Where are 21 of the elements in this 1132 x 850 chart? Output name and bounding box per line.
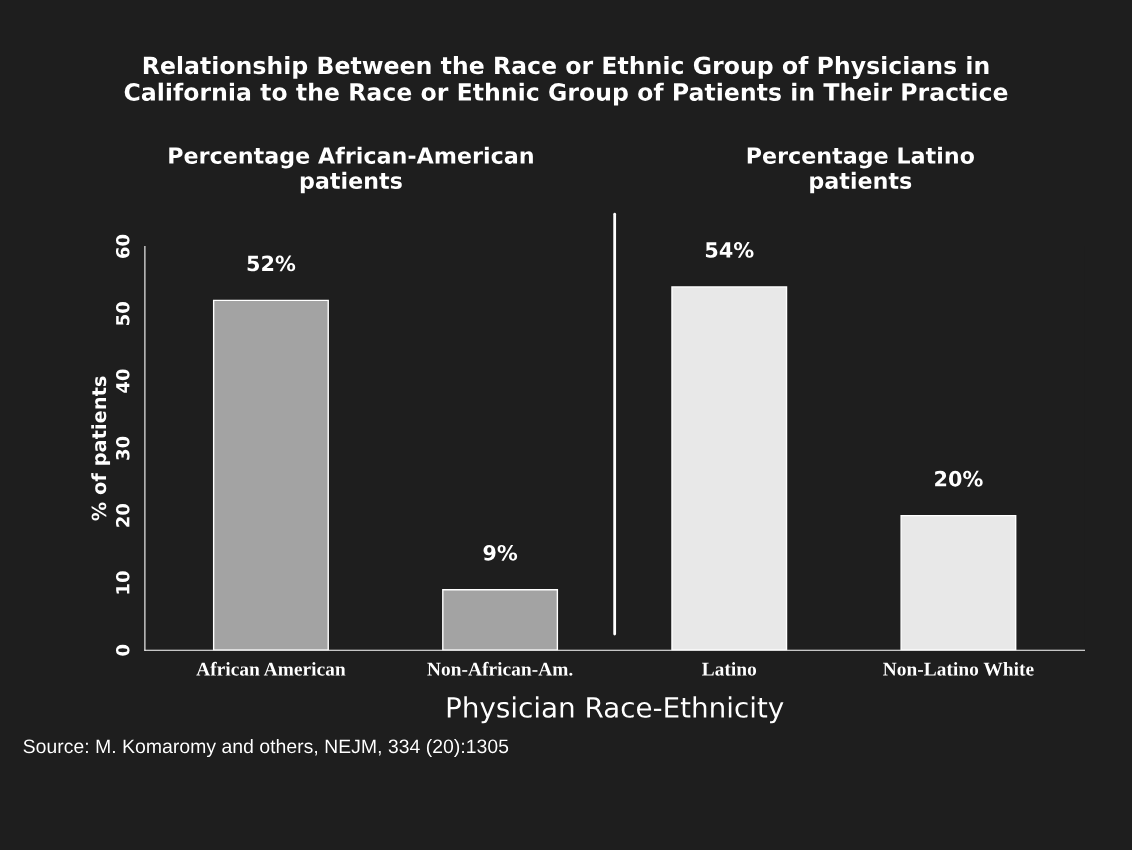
x-tick-label: Non-African-Am.	[427, 661, 573, 676]
text: Percentage Latino patients	[747, 146, 974, 194]
y-tick-label: 30	[115, 436, 130, 460]
data-label: 20%	[935, 470, 983, 487]
text: Percentage African-American patients	[169, 146, 533, 194]
x-tick-label: Non-Latino White	[883, 662, 1034, 676]
y-tick-label: 0	[115, 644, 130, 656]
x-axis-title: Physician Race-Ethnicity	[447, 696, 784, 724]
x-tick-label: Latino	[702, 662, 757, 676]
source-note: Source: M. Komaromy and others, NEJM, 334 (20):1305	[23, 738, 509, 758]
data-label: 9%	[483, 544, 518, 561]
data-label: 54%	[705, 242, 754, 258]
y-tick-label: 40	[115, 369, 130, 393]
data-label: 52%	[247, 255, 296, 272]
y-tick-label: 10	[115, 571, 130, 594]
chart-title: Relationship Between the Race or Ethnic Group of Physicians in California to the Race or Ethnic Group of Patients in Their Practice	[124, 56, 1008, 106]
y-axis-title: % of patients	[91, 376, 111, 521]
y-tick-label: 50	[115, 302, 130, 325]
y-tick-label: 20	[115, 503, 130, 527]
y-tick-label: 60	[115, 234, 130, 258]
x-tick-label: African American	[196, 661, 346, 676]
